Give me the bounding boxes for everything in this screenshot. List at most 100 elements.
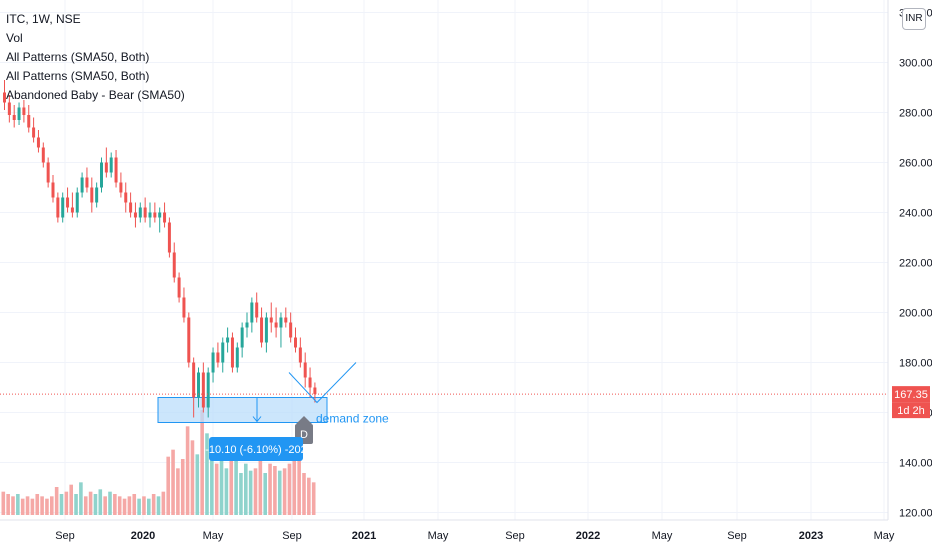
price-tick-label: 200.00	[899, 308, 932, 320]
volume-bar	[229, 459, 234, 515]
candle-body	[80, 177, 84, 193]
candle-body	[100, 162, 103, 188]
volume-bar	[287, 463, 292, 515]
candle-body	[167, 222, 171, 253]
price-axis[interactable]: 120.00140.00160.00180.00200.00220.00240.…	[892, 8, 932, 520]
candle-body	[129, 202, 133, 213]
last-price-box	[892, 386, 930, 403]
candle-body	[235, 347, 239, 368]
candle-body	[245, 322, 249, 328]
volume-bar	[200, 410, 204, 515]
price-tick-label: 240.00	[899, 208, 932, 220]
candle-body	[230, 337, 234, 368]
volume-bar	[142, 496, 146, 515]
volume-bars	[1, 410, 316, 515]
volume-bar	[166, 456, 170, 515]
currency-button[interactable]: INR	[902, 8, 926, 30]
time-tick-label: May	[428, 530, 449, 542]
volume-bar	[273, 466, 277, 515]
legend-symbol[interactable]: ITC, 1W, NSE	[6, 12, 81, 26]
volume-bar	[30, 498, 35, 515]
volume-bar	[151, 494, 156, 515]
volume-bar	[147, 498, 151, 515]
demand-zone[interactable]	[157, 397, 328, 423]
volume-bar	[113, 494, 117, 515]
volume-bar	[205, 433, 209, 515]
volume-bar	[74, 494, 78, 515]
candle-body	[70, 207, 74, 213]
volume-bar	[268, 463, 272, 515]
candle-body	[138, 207, 142, 218]
volume-bar	[137, 498, 141, 515]
candle-body	[114, 157, 118, 183]
candle-body	[133, 212, 137, 218]
candle-body	[90, 187, 94, 203]
candle-body	[75, 192, 79, 213]
candle-body	[36, 137, 40, 148]
candle-body	[104, 162, 108, 173]
volume-bar	[282, 468, 287, 515]
volume-bar	[180, 459, 185, 515]
legend-volume[interactable]: Vol	[6, 31, 23, 45]
candle-body	[177, 277, 181, 298]
volume-bar	[83, 496, 88, 515]
time-tick-label: 2020	[131, 530, 155, 542]
time-axis[interactable]: Sep 2020 May Sep 2021 May Sep 2022 May Sep 2023 May	[55, 530, 895, 542]
candle-body	[95, 187, 99, 203]
volume-bar	[302, 473, 306, 515]
candle-body	[163, 212, 167, 223]
candle-body	[264, 317, 268, 343]
drawings[interactable]: demand zone D -10.10 (-6.10%) -202	[0, 362, 888, 462]
time-tick-label: Sep	[505, 530, 525, 542]
volume-bar	[93, 494, 98, 515]
volume-bar	[1, 491, 6, 515]
candle-body	[221, 342, 225, 363]
volume-bar	[253, 468, 258, 515]
time-tick-label: Sep	[55, 530, 75, 542]
legend-pattern-3[interactable]: Abandoned Baby - Bear (SMA50)	[6, 88, 185, 102]
volume-bar	[132, 494, 137, 515]
volume-bar	[185, 426, 190, 515]
candle-body	[313, 387, 317, 395]
volume-bar	[156, 496, 161, 515]
legend-pattern-1[interactable]: All Patterns (SMA50, Both)	[6, 50, 150, 64]
volume-bar	[64, 491, 69, 515]
price-tick-label: 140.00	[899, 458, 932, 470]
volume-bar	[98, 489, 103, 515]
volume-bar	[161, 491, 166, 515]
volume-bar	[79, 482, 83, 515]
candle-body	[12, 115, 16, 120]
candle-body	[289, 322, 293, 338]
candle-body	[255, 302, 259, 318]
candle-body	[22, 107, 26, 115]
candle-body	[187, 317, 191, 363]
volume-bar	[108, 491, 112, 515]
candle-body	[284, 317, 288, 323]
countdown-box	[892, 402, 930, 419]
price-tick-label: 120.00	[899, 508, 932, 520]
volume-bar	[50, 496, 54, 515]
volume-bar	[244, 463, 248, 515]
pattern-marker-label: D	[300, 429, 308, 441]
volume-bar	[59, 494, 64, 515]
price-tick-label: 280.00	[899, 108, 932, 120]
candle-body	[197, 372, 200, 398]
time-tick-label: 2021	[352, 530, 376, 542]
candle-body	[303, 362, 307, 378]
legend-pattern-2[interactable]: All Patterns (SMA50, Both)	[6, 69, 150, 83]
time-tick-label: May	[203, 530, 224, 542]
candle-body	[201, 372, 205, 408]
volume-bar	[210, 445, 214, 515]
time-tick-label: 2022	[576, 530, 600, 542]
candle-body	[211, 352, 215, 373]
volume-bar	[311, 482, 316, 515]
volume-bar	[45, 498, 49, 515]
candle-body	[250, 302, 254, 323]
volume-bar	[234, 445, 238, 515]
candle-body	[109, 157, 113, 173]
candle-body	[158, 212, 162, 218]
volume-bar	[277, 470, 282, 515]
price-tick-label: 180.00	[899, 358, 932, 370]
volume-bar	[176, 468, 180, 515]
